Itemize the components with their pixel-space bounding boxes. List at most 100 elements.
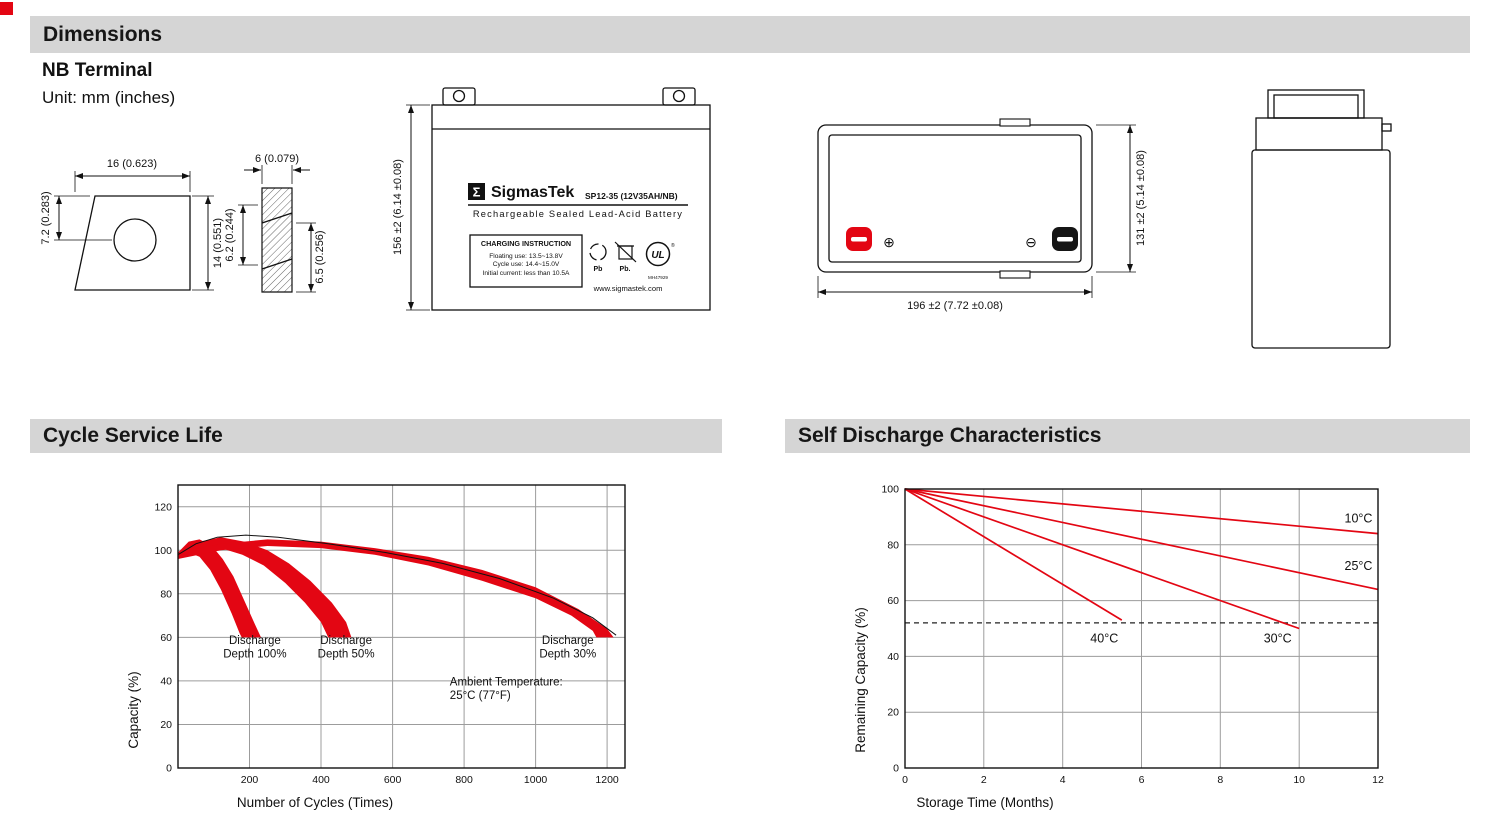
series-label: 25°C	[1345, 559, 1373, 573]
positive-mark: ⊕	[883, 234, 895, 250]
hatched-section	[261, 187, 293, 293]
plot-frame	[177, 484, 626, 769]
top-view-outline	[817, 124, 1093, 273]
ul-registered-mark: ®	[671, 242, 675, 249]
dim-terminal-width: 16 (0.623)	[107, 158, 157, 170]
x-tick-label: 200	[241, 774, 259, 786]
series-line-3	[904, 488, 1123, 621]
series-label: 10°C	[1345, 512, 1373, 526]
ul-letters: UL	[651, 250, 664, 261]
y-tick-label: 120	[154, 501, 172, 513]
dim-section-width: 6 (0.079)	[255, 153, 299, 165]
envelope-curve	[177, 534, 617, 636]
chart-annotation: Discharge	[320, 635, 372, 647]
nb-terminal-heading: NB Terminal	[42, 60, 153, 81]
cycle-service-life-chart: 0 20 40 60 80 100 120 200 400 600 800 1000 1200 Disch…	[126, 484, 626, 810]
dimension-drawings: 16 (0.623) 7.2 (0.283) 14 (0.551) 6 (0.0…	[40, 87, 1392, 349]
section-header-self-discharge: Self Discharge Characteristics	[785, 419, 1470, 453]
battery-top-view: ⊕ ⊖ 196 ±2 (7.72 ±0.08) 131 ±2 (5.14 ±0.…	[817, 118, 1147, 312]
x-tick-label: 1200	[595, 774, 619, 786]
brand-text: SigmasTek	[491, 184, 574, 201]
discharge-band-1	[178, 537, 352, 638]
ul-mark-icon: UL ® MH47929	[645, 241, 675, 280]
dim-terminal-height-right: 14 (0.551)	[212, 218, 224, 268]
top-edge-tab	[999, 118, 1031, 127]
y-tick-label: 100	[881, 484, 899, 496]
pb-label-1: Pb	[594, 266, 603, 273]
crossed-bin-pb-icon: Pb.	[614, 241, 637, 273]
section-header-dimensions: Dimensions	[30, 16, 1470, 53]
y-tick-label: 0	[166, 763, 172, 775]
y-tick-label: 40	[887, 651, 899, 663]
y-tick-label: 0	[893, 763, 899, 775]
chart-annotation: Depth 30%	[539, 648, 596, 660]
chart-annotation: Ambient Temperature:	[450, 676, 563, 688]
chart-annotation: Discharge	[229, 635, 281, 647]
x-axis-label: Storage Time (Months)	[916, 795, 1053, 810]
sigma-logo-box	[468, 183, 485, 200]
y-axis-label: Capacity (%)	[126, 671, 141, 748]
series-label: 40°C	[1090, 631, 1118, 645]
charging-title: CHARGING INSTRUCTION	[481, 239, 571, 248]
ul-file-number: MH47929	[648, 275, 668, 280]
x-tick-label: 10	[1293, 774, 1305, 786]
x-tick-label: 4	[1060, 774, 1066, 786]
dim-section-left: 6.2 (0.244)	[224, 208, 236, 261]
y-tick-label: 80	[160, 588, 172, 600]
dim-battery-depth: 131 ±2 (5.14 ±0.08)	[1135, 150, 1147, 246]
dim-section-right: 6.5 (0.256)	[314, 230, 326, 283]
battery-side-view	[1251, 89, 1392, 349]
terminal-hole	[113, 218, 157, 262]
terminal-front-drawing: 16 (0.623) 7.2 (0.283) 14 (0.551)	[40, 158, 224, 291]
x-axis-label: Number of Cycles (Times)	[237, 795, 393, 810]
self-discharge-chart: 10°C 25°C 30°C 40°C 0 20 40 60 80 100 0 2 4 6 8 10 12 Sto…	[853, 484, 1384, 811]
bottom-edge-tab	[999, 270, 1031, 279]
side-terminal-pin	[1381, 123, 1392, 132]
dim-battery-height: 156 ±2 (6.14 ±0.08)	[392, 159, 404, 255]
x-tick-label: 600	[384, 774, 402, 786]
battery-front-view: Σ SigmasTek SP12-35 (12V35AH/NB) Recharg…	[392, 87, 711, 311]
plot-frame	[904, 488, 1379, 769]
charging-line-2: Cycle use: 14.4~15.0V	[493, 261, 560, 268]
y-axis-label: Remaining Capacity (%)	[853, 607, 868, 753]
recycle-pb-icon: Pb	[589, 243, 607, 273]
series-line-1	[904, 488, 1379, 591]
negative-mark: ⊖	[1025, 234, 1037, 250]
section-title-dimensions: Dimensions	[43, 22, 163, 46]
terminal-black-bar	[1057, 237, 1073, 242]
x-tick-label: 8	[1217, 774, 1223, 786]
section-title-cycle-life: Cycle Service Life	[43, 424, 223, 447]
series-label: 30°C	[1264, 631, 1292, 645]
unit-note: Unit: mm (inches)	[42, 88, 176, 107]
section-header-cycle-life: Cycle Service Life	[30, 419, 722, 453]
x-tick-label: 400	[312, 774, 330, 786]
y-tick-label: 80	[887, 539, 899, 551]
y-tick-label: 20	[887, 707, 899, 719]
side-cover	[1255, 117, 1383, 151]
chart-annotation: Depth 100%	[223, 648, 286, 660]
y-tick-label: 40	[160, 675, 172, 687]
charging-line-3: Initial current: less than 10.5A	[483, 270, 570, 277]
model-text: SP12-35 (12V35AH/NB)	[585, 191, 678, 201]
battery-subtitle: Rechargeable Sealed Lead-Acid Battery	[473, 209, 683, 219]
sigma-logo-glyph: Σ	[473, 185, 481, 200]
x-tick-label: 1000	[524, 774, 548, 786]
dim-terminal-height-left: 7.2 (0.283)	[40, 191, 52, 244]
x-tick-label: 12	[1372, 774, 1384, 786]
chart-annotation: 25°C (77°F)	[450, 690, 511, 702]
website-text: www.sigmastek.com	[593, 284, 663, 293]
section-title-self-discharge: Self Discharge Characteristics	[798, 424, 1102, 447]
battery-body	[431, 104, 711, 311]
dim-battery-width: 196 ±2 (7.72 ±0.08)	[907, 300, 1003, 312]
side-body	[1251, 149, 1391, 349]
discharge-band-0	[178, 539, 261, 638]
terminal-section-drawing: 6 (0.079) 6.2 (0.244) 6.5 (0.256)	[224, 153, 326, 293]
x-tick-label: 800	[455, 774, 473, 786]
series-line-0	[904, 488, 1379, 535]
x-tick-label: 0	[902, 774, 908, 786]
y-tick-label: 60	[160, 632, 172, 644]
pb-label-2: Pb.	[620, 266, 631, 273]
y-tick-label: 60	[887, 595, 899, 607]
charging-line-1: Floating use: 13.5~13.8V	[489, 253, 563, 260]
y-tick-label: 100	[154, 545, 172, 557]
